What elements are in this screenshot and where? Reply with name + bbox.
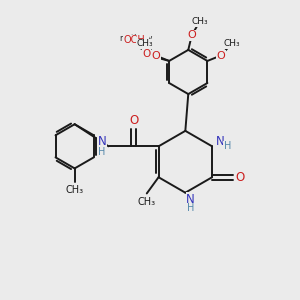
Text: O: O — [152, 51, 160, 61]
Text: O: O — [236, 171, 245, 184]
Text: N: N — [186, 193, 195, 206]
Text: N: N — [216, 134, 225, 148]
Text: CH₃: CH₃ — [66, 185, 84, 196]
Text: OCH₃: OCH₃ — [123, 35, 149, 45]
Text: N: N — [98, 134, 106, 148]
Text: CH₃: CH₃ — [137, 39, 153, 48]
Text: O: O — [188, 30, 196, 40]
Text: H: H — [224, 141, 231, 151]
Text: CH₃: CH₃ — [223, 39, 240, 48]
Text: CH₃: CH₃ — [191, 17, 208, 26]
Text: H: H — [187, 203, 194, 213]
Text: methoxy: methoxy — [119, 34, 153, 43]
Text: H: H — [98, 147, 106, 157]
Text: O: O — [142, 49, 151, 58]
Text: O: O — [129, 114, 138, 127]
Text: CH₃: CH₃ — [138, 197, 156, 207]
Text: O: O — [216, 51, 225, 61]
